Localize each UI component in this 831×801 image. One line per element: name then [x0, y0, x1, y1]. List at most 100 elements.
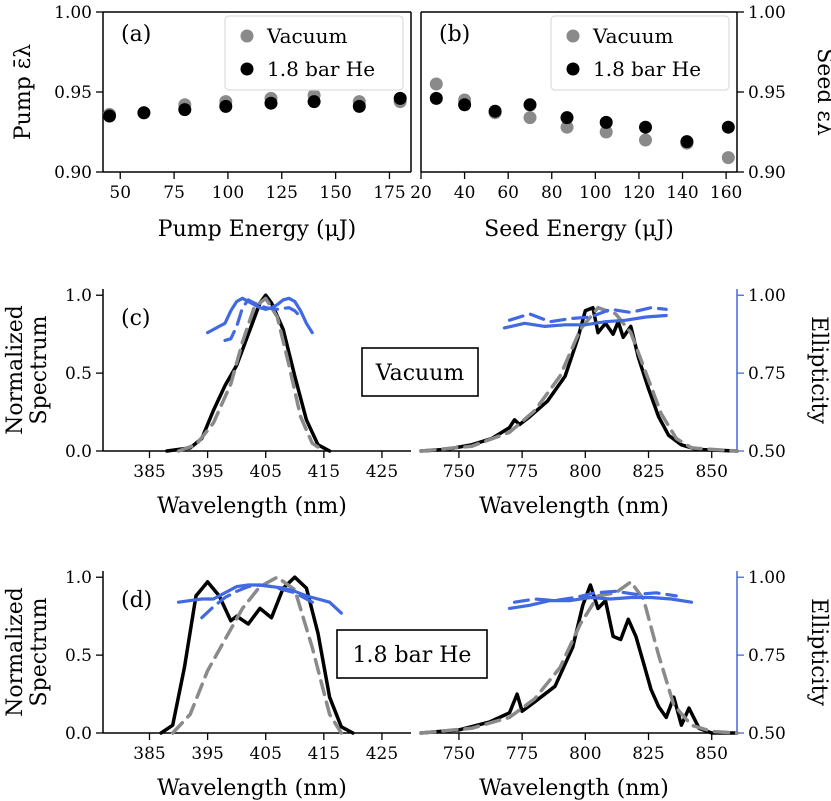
panel-a-legend-marker — [240, 29, 254, 43]
panel-c-right-xtick-label: 825 — [632, 462, 664, 482]
panel-a-point-he — [103, 109, 116, 123]
panel-c-left-xtick-label: 425 — [366, 462, 398, 482]
panel-b-ylabel: Seed ε̄λ — [812, 48, 831, 136]
panel-d-condition-label: 1.8 bar He — [353, 643, 472, 668]
panel-c-right-ellipticity-2-line — [507, 306, 668, 324]
panel-b-point-he — [560, 111, 574, 125]
panel-d-right-ytick-label: 0.75 — [748, 646, 786, 666]
panel-d-tag: (d) — [121, 588, 152, 613]
panel-d-condition-box — [336, 629, 488, 679]
panel-b-point-he — [721, 120, 735, 134]
panel-d-left-xtick-label: 385 — [133, 744, 165, 764]
panel-c-left-ytick-label: 0.0 — [65, 442, 92, 462]
panel-b-frame — [420, 11, 738, 173]
panel-b-ytick-label: 0.90 — [748, 163, 786, 183]
panel-d-left-xtick-label: 405 — [249, 744, 281, 764]
panel-a-xtick-label: 125 — [266, 183, 298, 203]
panel-b-legend-label: 1.8 bar He — [593, 57, 701, 81]
panel-a-xtick-label: 150 — [319, 183, 351, 203]
panel-c-right-measured-line — [419, 305, 739, 453]
panel-b-point-he — [639, 120, 652, 134]
panel-d-right-xtick-label: 825 — [632, 744, 664, 764]
panel-c-left-xtick-label: 395 — [191, 462, 223, 482]
panel-d-left-reference-line — [170, 575, 344, 735]
panel-b-xtick-label: 160 — [710, 183, 742, 203]
panel-a-tag: (a) — [121, 22, 151, 47]
panel-b-point-vacuum — [721, 151, 735, 165]
panel-d-right-ellipticity-2-line — [512, 589, 678, 604]
panel-c-left-xlabel: Wavelength (nm) — [157, 494, 347, 519]
panel-b-point-he — [488, 104, 502, 118]
panel-b-legend-marker — [566, 29, 580, 43]
panel-d-left-xtick-label: 425 — [366, 744, 398, 764]
panel-b-point-he — [429, 91, 443, 105]
panel-d-ylabel-line: Normalized — [3, 587, 28, 717]
panel-a-point-he — [393, 91, 407, 105]
panel-c-ylabel-line: Spectrum — [27, 315, 52, 424]
panel-b-ytick-label: 0.95 — [748, 83, 786, 103]
panel-c-left-frame — [102, 289, 411, 452]
panel-a-xlabel: Pump Energy (μJ) — [158, 217, 356, 242]
panel-c-right-xtick-label: 775 — [506, 462, 538, 482]
panel-c-right-xlabel: Wavelength (nm) — [479, 494, 669, 519]
panel-a-ylabel: Pump ε̄λ — [11, 44, 36, 140]
panel-a-legend-label: 1.8 bar He — [267, 57, 375, 81]
panel-d-right-xtick-label: 775 — [506, 744, 538, 764]
panel-c-right-ellipticity-1-line — [502, 313, 668, 330]
panel-a-ytick-label: 0.90 — [54, 163, 92, 183]
panel-d-right-measured-line — [419, 583, 739, 735]
panel-c-right-ytick-label: 1.00 — [748, 286, 786, 306]
panel-d-left-measured-line — [159, 575, 355, 735]
panel-d-right-reference-line — [419, 580, 739, 735]
panel-d-right-xlabel: Wavelength (nm) — [479, 776, 669, 801]
panel-b-legend-marker — [566, 62, 580, 76]
panel-c-left-ytick-label: 1.0 — [65, 286, 92, 306]
panel-b-point-he — [523, 98, 537, 112]
panel-b-point-he — [458, 98, 472, 112]
panel-a-frame — [102, 11, 412, 173]
panel-d-left-ytick-label: 0.5 — [65, 646, 92, 666]
panel-d-right-ytick-label: 1.00 — [748, 568, 786, 588]
panel-b-xtick-label: 140 — [666, 183, 698, 203]
panel-b-legend-box — [550, 15, 730, 91]
panel-c-left-ellipticity-2-line — [223, 298, 303, 342]
panel-c-right-ytick-label: 0.75 — [748, 364, 786, 384]
panel-c-ylabel-right: Ellipticity — [806, 316, 831, 424]
panel-c-ylabel-line: Normalized — [3, 305, 28, 435]
panel-b-point-vacuum — [639, 133, 652, 147]
panel-c-left-xtick-label: 405 — [249, 462, 281, 482]
panel-c-left-ellipticity-1-line — [206, 296, 314, 335]
panel-d-left-frame — [102, 571, 411, 734]
panel-a-point-he — [178, 103, 192, 117]
panel-c-condition-label: Vacuum — [375, 361, 465, 386]
panel-c-left-xtick-label: 415 — [308, 462, 340, 482]
panel-d-right-xtick-label: 800 — [569, 744, 601, 764]
panel-b-point-vacuum — [599, 125, 613, 139]
panel-d-right-xtick-label: 750 — [443, 744, 475, 764]
panel-b-point-he — [599, 115, 613, 129]
panel-a-point-he — [219, 99, 233, 113]
panel-c-left-xtick-label: 385 — [133, 462, 165, 482]
panel-b-point-he — [680, 135, 694, 149]
panel-c-condition-box — [361, 347, 479, 397]
panel-c-right-reference-line — [419, 305, 739, 453]
panel-a-point-he — [264, 96, 278, 110]
panel-b-xtick-label: 80 — [541, 183, 563, 203]
panel-d-left-ytick-label: 1.0 — [65, 568, 92, 588]
panel-c-right-xtick-label: 750 — [443, 462, 475, 482]
panel-a-xtick-label: 50 — [109, 183, 131, 203]
panel-b-xtick-label: 20 — [410, 183, 432, 203]
panel-b-xtick-label: 40 — [454, 183, 476, 203]
panel-c-right-xtick-label: 850 — [695, 462, 727, 482]
panel-c-left-ytick-label: 0.5 — [65, 364, 92, 384]
panel-a-ytick-label: 0.95 — [54, 83, 92, 103]
panel-a-legend-marker — [240, 62, 254, 76]
panel-d-left-xlabel: Wavelength (nm) — [157, 776, 347, 801]
panel-d-ylabel-right: Ellipticity — [806, 598, 831, 706]
panel-a-point-he — [137, 106, 151, 120]
panel-a-xtick-label: 100 — [212, 183, 244, 203]
panel-d-right-xtick-label: 850 — [695, 744, 727, 764]
panel-b-xlabel: Seed Energy (μJ) — [484, 217, 674, 242]
panel-b-ytick-label: 1.00 — [748, 3, 786, 23]
